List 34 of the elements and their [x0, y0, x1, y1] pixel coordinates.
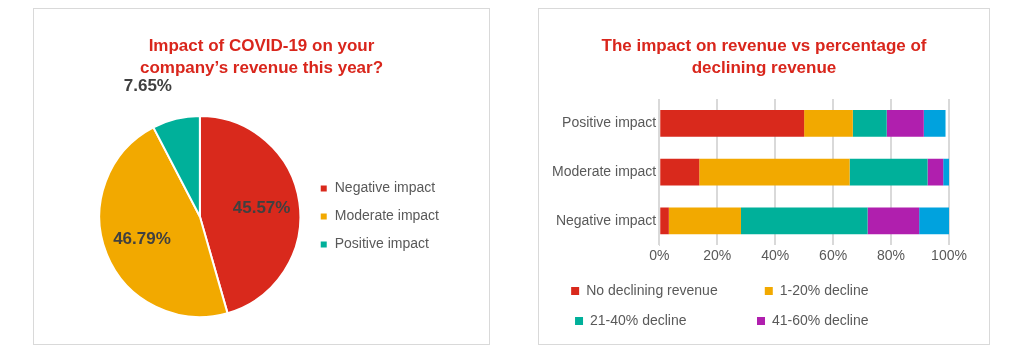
bar [849, 158, 928, 186]
y-tick-label: Positive impact [562, 114, 657, 131]
legend-label: No declining revenue [586, 282, 749, 299]
bar [699, 158, 850, 186]
data-label: 46.79% [113, 229, 171, 249]
legend-label: Positive impact [334, 235, 429, 252]
bar [943, 158, 949, 186]
bar [923, 110, 946, 137]
bar [886, 110, 924, 137]
x-tick-label: 0% [649, 247, 670, 264]
bar [867, 207, 920, 235]
legend-label: 21-40% decline [590, 312, 741, 329]
y-tick-label: Negative impact [555, 211, 657, 228]
legend-label: 41-60% decline [772, 312, 923, 329]
legend-label: 1-20% decline [779, 282, 927, 299]
data-label: 45.57% [232, 197, 291, 217]
bar [660, 158, 700, 186]
x-tick-label: 80% [877, 247, 906, 264]
x-tick-label: 100% [931, 247, 967, 264]
bar [804, 110, 853, 137]
legend-label: Negative impact [334, 179, 436, 196]
bar [668, 207, 741, 235]
bar [660, 110, 805, 137]
bar [740, 207, 868, 235]
bar [919, 207, 949, 235]
legend-label: Moderate impact [334, 207, 440, 224]
bar [852, 110, 887, 137]
chart-title: The impact on revenue vs percentage of declining revenue [600, 35, 928, 80]
y-tick-label: Moderate impact [551, 163, 657, 180]
x-tick-label: 20% [703, 247, 732, 264]
x-tick-label: 40% [761, 247, 790, 264]
x-tick-label: 60% [819, 247, 848, 264]
bar [927, 158, 944, 186]
bar [660, 207, 669, 235]
